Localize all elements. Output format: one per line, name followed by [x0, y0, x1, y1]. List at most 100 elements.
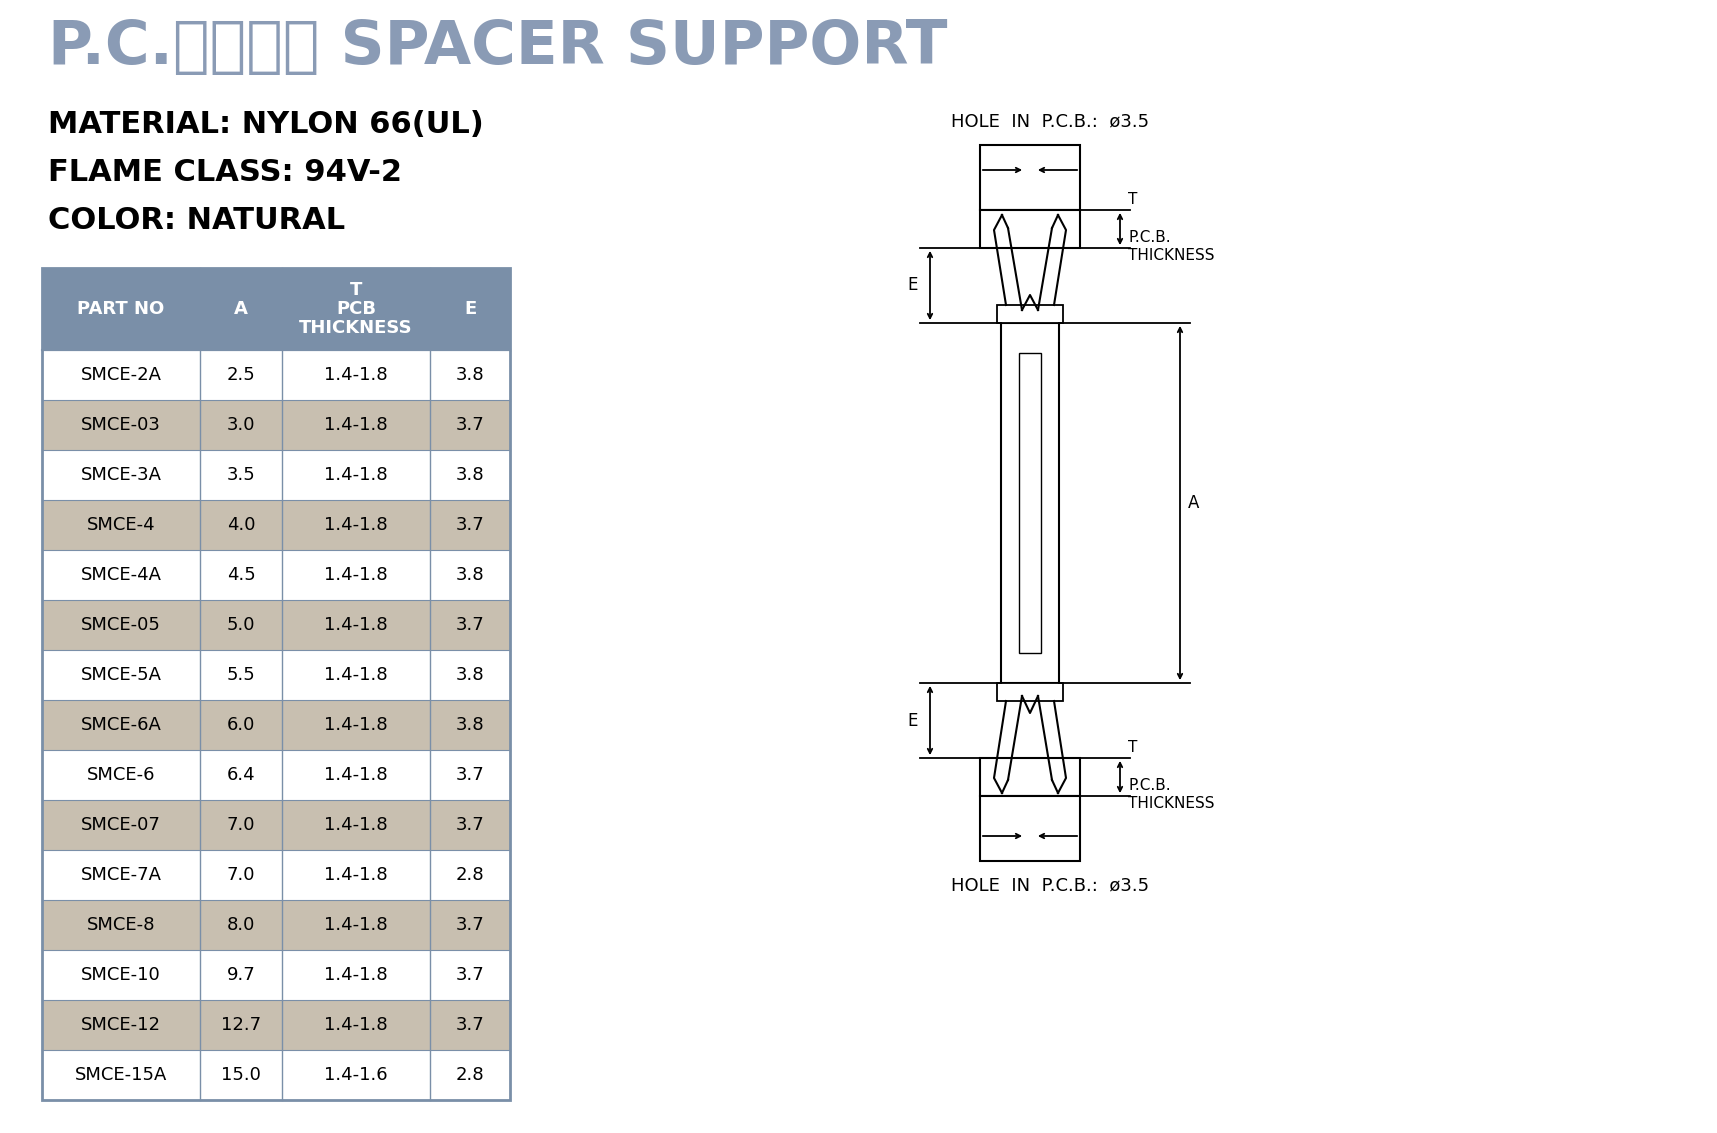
Text: 3.8: 3.8 — [455, 666, 484, 684]
Text: SMCE-15A: SMCE-15A — [76, 1066, 167, 1084]
Text: 3.7: 3.7 — [455, 966, 484, 983]
Text: P.C.板间隔柱 SPACER SUPPORT: P.C.板间隔柱 SPACER SUPPORT — [48, 18, 948, 77]
Bar — [41, 900, 510, 949]
Bar — [41, 400, 510, 450]
Text: 15.0: 15.0 — [221, 1066, 261, 1084]
Text: 3.7: 3.7 — [455, 416, 484, 434]
Text: 1.4-1.8: 1.4-1.8 — [325, 366, 388, 384]
Text: 3.8: 3.8 — [455, 466, 484, 484]
Text: SMCE-07: SMCE-07 — [81, 816, 161, 834]
Text: SMCE-6: SMCE-6 — [88, 766, 155, 784]
Text: 1.4-1.8: 1.4-1.8 — [325, 516, 388, 534]
Text: T: T — [1128, 740, 1137, 755]
Text: 3.5: 3.5 — [227, 466, 256, 484]
Text: 1.4-1.8: 1.4-1.8 — [325, 766, 388, 784]
Text: SMCE-12: SMCE-12 — [81, 1016, 161, 1034]
Text: 6.0: 6.0 — [227, 716, 256, 734]
Text: 3.0: 3.0 — [227, 416, 256, 434]
Bar — [41, 1050, 510, 1100]
Bar — [41, 700, 510, 750]
Bar — [41, 500, 510, 550]
Text: A: A — [234, 300, 247, 318]
Bar — [1001, 323, 1059, 683]
Bar — [41, 650, 510, 700]
Text: 3.7: 3.7 — [455, 616, 484, 634]
Text: SMCE-6A: SMCE-6A — [81, 716, 161, 734]
Bar — [41, 850, 510, 900]
Text: 3.7: 3.7 — [455, 1016, 484, 1034]
Text: HOLE  IN  P.C.B.:  ø3.5: HOLE IN P.C.B.: ø3.5 — [951, 112, 1149, 130]
Bar — [41, 269, 510, 350]
Text: PART NO: PART NO — [77, 300, 165, 318]
Text: 3.8: 3.8 — [455, 566, 484, 583]
Bar — [41, 800, 510, 850]
Text: SMCE-3A: SMCE-3A — [81, 466, 161, 484]
Bar — [1018, 353, 1041, 653]
Text: FLAME CLASS: 94V-2: FLAME CLASS: 94V-2 — [48, 157, 402, 187]
Text: 1.4-1.8: 1.4-1.8 — [325, 566, 388, 583]
Bar — [41, 1000, 510, 1050]
Text: 5.5: 5.5 — [227, 666, 256, 684]
Bar — [980, 145, 1080, 210]
Text: SMCE-8: SMCE-8 — [88, 915, 155, 934]
Text: P.C.B.: P.C.B. — [1128, 777, 1171, 792]
Bar — [980, 796, 1080, 861]
Bar — [41, 269, 510, 1100]
Text: THICKNESS: THICKNESS — [299, 320, 412, 337]
Text: T: T — [1128, 191, 1137, 207]
Text: 6.4: 6.4 — [227, 766, 256, 784]
Text: 12.7: 12.7 — [221, 1016, 261, 1034]
Bar — [41, 750, 510, 800]
Text: E: E — [908, 712, 919, 730]
Text: SMCE-10: SMCE-10 — [81, 966, 161, 983]
Bar — [41, 600, 510, 650]
Text: A: A — [1188, 494, 1200, 512]
Bar — [41, 450, 510, 500]
Bar — [980, 210, 1080, 248]
Text: COLOR: NATURAL: COLOR: NATURAL — [48, 206, 345, 235]
Text: 1.4-1.8: 1.4-1.8 — [325, 915, 388, 934]
Bar — [41, 350, 510, 400]
Text: 9.7: 9.7 — [227, 966, 256, 983]
Text: 3.7: 3.7 — [455, 516, 484, 534]
Text: 1.4-1.8: 1.4-1.8 — [325, 716, 388, 734]
Text: 1.4-1.8: 1.4-1.8 — [325, 966, 388, 983]
Text: P.C.B.: P.C.B. — [1128, 230, 1171, 245]
Text: SMCE-03: SMCE-03 — [81, 416, 161, 434]
Text: SMCE-05: SMCE-05 — [81, 616, 161, 634]
Text: THICKNESS: THICKNESS — [1128, 247, 1214, 263]
Text: SMCE-5A: SMCE-5A — [81, 666, 161, 684]
Text: 2.8: 2.8 — [455, 1066, 484, 1084]
Text: 3.8: 3.8 — [455, 366, 484, 384]
Text: 7.0: 7.0 — [227, 816, 256, 834]
Text: SMCE-2A: SMCE-2A — [81, 366, 161, 384]
Text: 1.4-1.8: 1.4-1.8 — [325, 816, 388, 834]
Text: PCB: PCB — [337, 300, 376, 318]
Text: 1.4-1.8: 1.4-1.8 — [325, 466, 388, 484]
Text: 3.7: 3.7 — [455, 915, 484, 934]
Text: E: E — [908, 276, 919, 295]
Text: E: E — [464, 300, 476, 318]
Bar — [980, 758, 1080, 796]
Text: HOLE  IN  P.C.B.:  ø3.5: HOLE IN P.C.B.: ø3.5 — [951, 876, 1149, 894]
Bar — [998, 305, 1063, 323]
Text: 1.4-1.8: 1.4-1.8 — [325, 1016, 388, 1034]
Bar — [41, 949, 510, 1000]
Text: 1.4-1.8: 1.4-1.8 — [325, 416, 388, 434]
Text: 1.4-1.8: 1.4-1.8 — [325, 616, 388, 634]
Bar — [998, 683, 1063, 701]
Text: SMCE-4A: SMCE-4A — [81, 566, 161, 583]
Text: 3.7: 3.7 — [455, 816, 484, 834]
Text: SMCE-4: SMCE-4 — [86, 516, 155, 534]
Text: THICKNESS: THICKNESS — [1128, 795, 1214, 810]
Text: 3.7: 3.7 — [455, 766, 484, 784]
Text: T: T — [350, 281, 362, 299]
Text: 1.4-1.6: 1.4-1.6 — [325, 1066, 388, 1084]
Text: 4.5: 4.5 — [227, 566, 256, 583]
Text: 8.0: 8.0 — [227, 915, 256, 934]
Text: 5.0: 5.0 — [227, 616, 256, 634]
Text: MATERIAL: NYLON 66(UL): MATERIAL: NYLON 66(UL) — [48, 110, 484, 139]
Text: 1.4-1.8: 1.4-1.8 — [325, 866, 388, 884]
Text: 1.4-1.8: 1.4-1.8 — [325, 666, 388, 684]
Text: 2.8: 2.8 — [455, 866, 484, 884]
